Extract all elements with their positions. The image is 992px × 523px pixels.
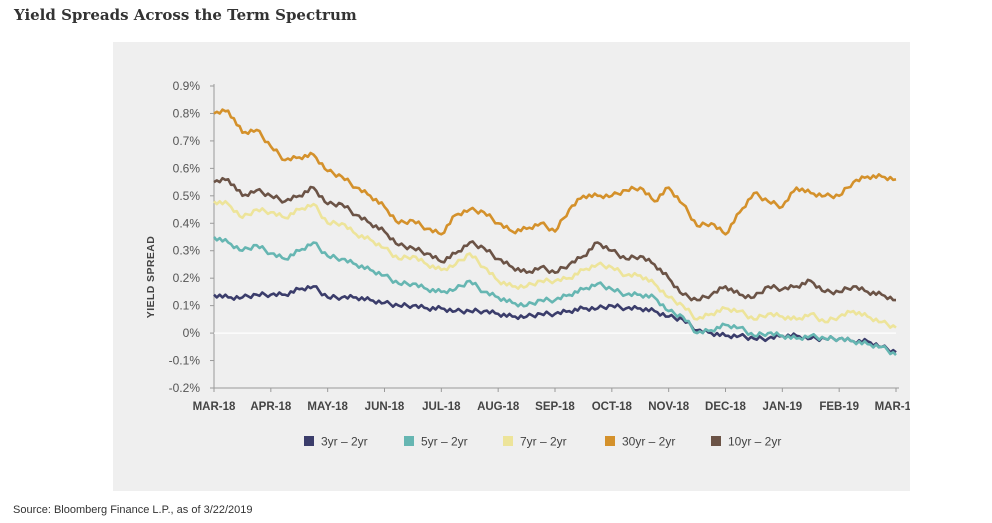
y-tick-label: 0.5%	[173, 189, 201, 203]
legend-swatch	[605, 436, 615, 446]
series-line	[213, 108, 897, 236]
y-tick-label: -0.2%	[169, 381, 201, 395]
y-axis-title-text: YIELD SPREAD	[145, 236, 157, 318]
chart-panel: YIELD SPREAD -0.2% -0.1% 0% 0.1% 0.2% 0.3% 0.4…	[113, 42, 910, 491]
source-note: Source: Bloomberg Finance L.P., as of 3/…	[13, 504, 253, 516]
legend-swatch	[711, 436, 721, 446]
legend-label: 3yr – 2yr	[321, 435, 368, 449]
legend-label: 10yr – 2yr	[728, 435, 781, 449]
x-tick-label: JUN-18	[365, 401, 405, 413]
legend-swatch	[304, 436, 314, 446]
y-tick-label: 0.9%	[173, 79, 201, 93]
y-tick-label: 0.1%	[173, 299, 201, 313]
x-tick-label: MAR-19	[875, 401, 910, 413]
y-tick-label: 0.7%	[173, 134, 201, 148]
legend: 3yr – 2yr 5yr – 2yr 7yr – 2yr 30yr – 2yr 10y…	[304, 435, 781, 449]
y-axis-title: YIELD SPREAD	[145, 236, 157, 318]
series-line	[213, 200, 897, 329]
series-line	[213, 176, 896, 302]
x-ticks: MAR-18 APR-18 MAY-18 JUN-18 JUL-18 AUG-18 SEP-…	[193, 388, 910, 413]
x-tick-label: FEB-19	[819, 401, 859, 413]
axes	[213, 84, 899, 389]
line-chart: YIELD SPREAD -0.2% -0.1% 0% 0.1% 0.2% 0.3% 0.4…	[145, 79, 910, 449]
x-tick-label: NOV-18	[648, 401, 690, 413]
chart-title: Yield Spreads Across the Term Spectrum	[14, 6, 357, 24]
legend-swatch	[404, 436, 414, 446]
legend-swatch	[503, 436, 513, 446]
x-tick-label: SEP-18	[535, 401, 575, 413]
y-tick-label: 0%	[183, 326, 201, 340]
x-tick-label: APR-18	[250, 401, 292, 413]
legend-label: 30yr – 2yr	[622, 435, 675, 449]
series-line	[213, 236, 897, 357]
y-tick-label: 0.8%	[173, 106, 201, 120]
legend-label: 7yr – 2yr	[520, 435, 567, 449]
x-tick-label: JUL-18	[422, 401, 461, 413]
x-tick-label: OCT-18	[592, 401, 633, 413]
x-tick-label: JAN-19	[763, 401, 803, 413]
y-ticks: -0.2% -0.1% 0% 0.1% 0.2% 0.3% 0.4% 0.5% 0.6% 0.7%…	[169, 79, 214, 395]
x-tick-label: AUG-18	[477, 401, 520, 413]
x-tick-label: MAY-18	[307, 401, 348, 413]
x-tick-label: MAR-18	[193, 401, 236, 413]
y-tick-label: 0.3%	[173, 244, 201, 258]
y-tick-label: 0.4%	[173, 216, 201, 230]
x-tick-label: DEC-18	[705, 401, 747, 413]
y-tick-label: 0.6%	[173, 161, 201, 175]
series-line	[213, 285, 897, 354]
series-lines	[213, 108, 897, 357]
legend-label: 5yr – 2yr	[421, 435, 468, 449]
y-tick-label: 0.2%	[173, 271, 201, 285]
y-tick-label: -0.1%	[169, 354, 201, 368]
